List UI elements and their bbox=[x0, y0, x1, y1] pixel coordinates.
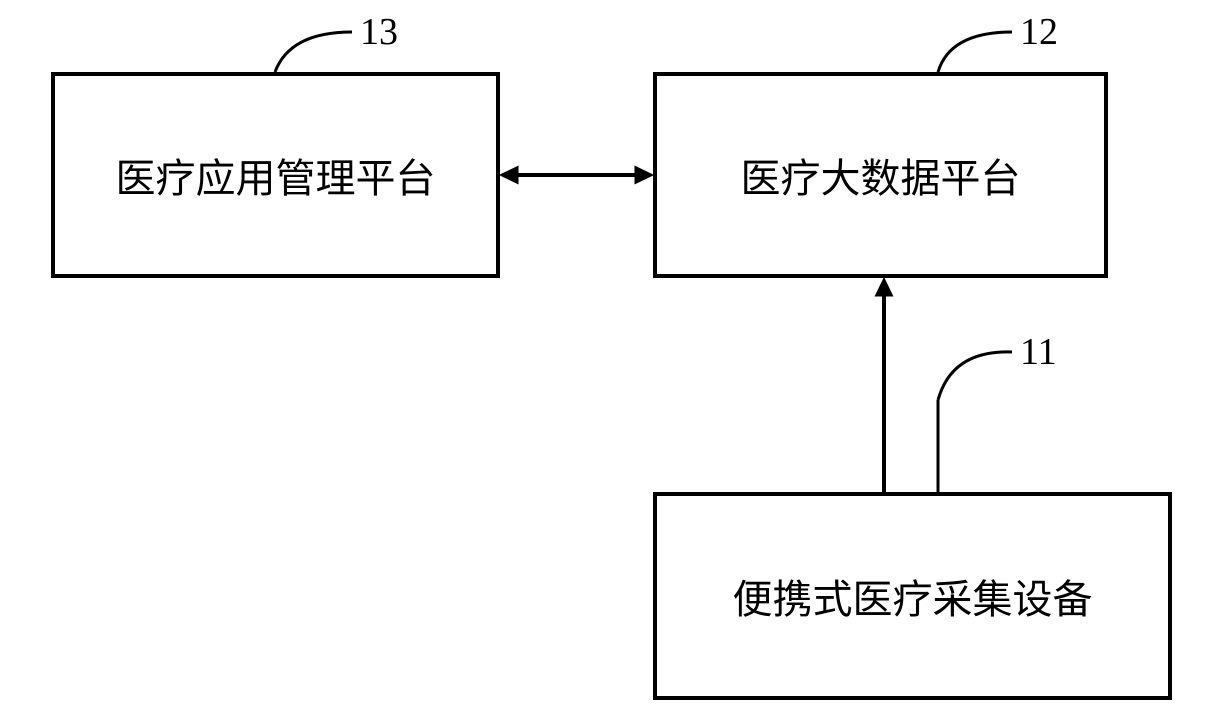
reference-number-13: 13 bbox=[360, 10, 398, 54]
diagram-canvas: 医疗应用管理平台 医疗大数据平台 便携式医疗采集设备 13 12 11 bbox=[0, 0, 1228, 719]
node-medical-app-management-platform: 医疗应用管理平台 bbox=[51, 72, 500, 278]
node-label: 便携式医疗采集设备 bbox=[733, 567, 1093, 625]
node-portable-medical-collection-device: 便携式医疗采集设备 bbox=[653, 492, 1172, 700]
node-label: 医疗大数据平台 bbox=[741, 146, 1021, 204]
reference-number-text: 13 bbox=[360, 11, 398, 53]
node-medical-big-data-platform: 医疗大数据平台 bbox=[653, 72, 1108, 278]
reference-number-text: 11 bbox=[1020, 331, 1057, 373]
reference-number-text: 12 bbox=[1020, 11, 1058, 53]
reference-number-12: 12 bbox=[1020, 10, 1058, 54]
node-label: 医疗应用管理平台 bbox=[116, 146, 436, 204]
reference-number-11: 11 bbox=[1020, 330, 1057, 374]
